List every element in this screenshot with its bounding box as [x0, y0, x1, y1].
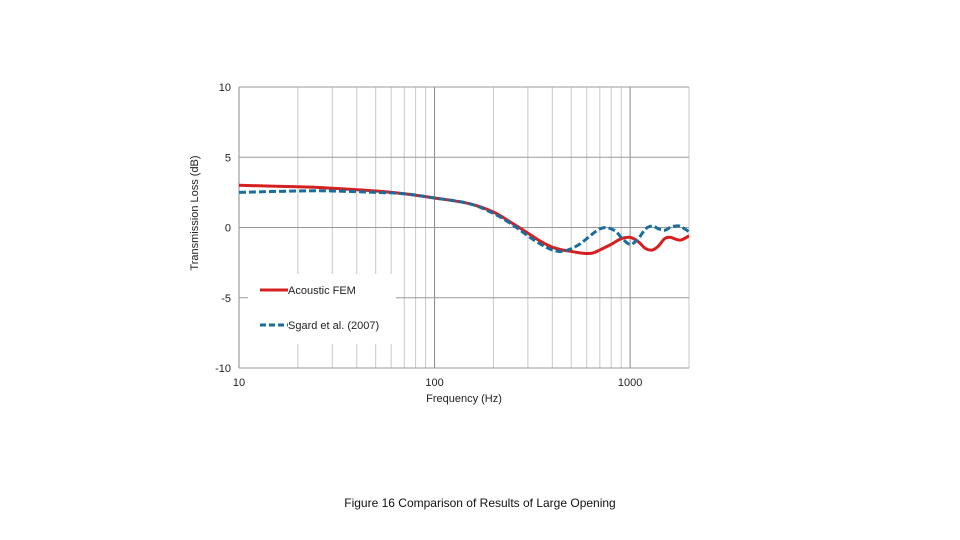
y-axis-title: Transmission Loss (dB): [189, 155, 201, 270]
y-tick-label: 10: [219, 82, 231, 94]
grid: [238, 86, 690, 369]
x-tick-label: 1000: [618, 377, 642, 389]
series-lines: [238, 183, 690, 255]
x-tick-labels: 10 100 1000: [233, 377, 642, 389]
x-tick-label: 100: [425, 377, 443, 389]
legend-label-sgard: Sgard et al. (2007): [288, 320, 379, 332]
figure-caption: Figure 16 Comparison of Results of Large…: [344, 496, 616, 510]
y-tick-label: -10: [215, 363, 231, 375]
legend: Acoustic FEM Sgard et al. (2007): [248, 274, 396, 344]
y-tick-label: 0: [225, 223, 231, 235]
x-axis-title: Frequency (Hz): [426, 393, 502, 405]
series-line-sgard: [238, 189, 690, 253]
y-tick-labels: 10 5 0 -5 -10: [215, 82, 231, 375]
x-tick-label: 10: [233, 377, 245, 389]
legend-background: [248, 274, 396, 344]
legend-label-acoustic-fem: Acoustic FEM: [288, 285, 356, 297]
y-tick-label: 5: [225, 152, 231, 164]
y-tick-label: -5: [221, 293, 231, 305]
